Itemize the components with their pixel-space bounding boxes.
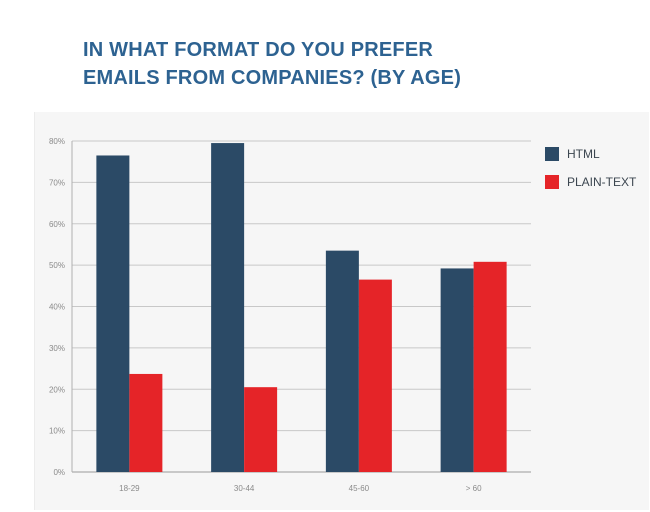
x-tick-label: > 60 [466,484,482,493]
y-tick-label: 40% [49,303,65,312]
y-tick-label: 10% [49,427,65,436]
bar-html-1 [96,155,130,472]
legend-label-html: HTML [567,147,600,161]
legend-label-plain-text: PLAIN-TEXT [567,175,637,189]
y-tick-label: 20% [49,385,65,394]
y-tick-label: 80% [49,137,65,146]
legend-swatch-plain-text [545,175,559,189]
legend-swatch-html [545,147,559,161]
chart-title-line-2: EMAILS FROM COMPANIES? (BY AGE) [83,67,462,89]
y-tick-label: 0% [53,468,65,477]
bar-html-3 [325,250,359,472]
chart-title: IN WHAT FORMAT DO YOU PREFER EMAILS FROM… [83,36,461,92]
y-tick-label: 30% [49,344,65,353]
chart-title-line-1: IN WHAT FORMAT DO YOU PREFER [83,39,434,61]
x-tick-label: 30-44 [234,484,255,493]
y-tick-label: 60% [49,220,65,229]
bar-plain-text-1 [129,373,163,472]
bar-plain-text-2 [244,387,278,472]
bar-html-2 [211,143,245,472]
bar-plain-text-4 [473,261,507,472]
x-tick-label: 18-29 [119,484,140,493]
y-tick-label: 70% [49,178,65,187]
bar-html-4 [440,268,474,472]
bar-plain-text-3 [358,279,392,472]
x-tick-label: 45-60 [349,484,370,493]
y-tick-label: 50% [49,261,65,270]
